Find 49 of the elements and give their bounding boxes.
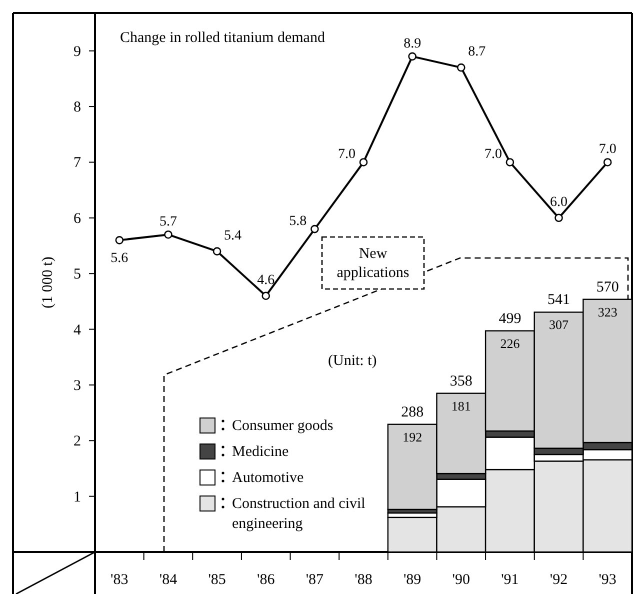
x-tick-label: '89	[403, 572, 422, 588]
data-label: 5.7	[159, 214, 177, 230]
total-label: 499	[498, 310, 522, 327]
data-label: 7.0	[598, 142, 616, 158]
text: Change in rolled titanium demand	[120, 30, 326, 46]
data-label: 181	[451, 398, 471, 414]
data-label: 307	[549, 317, 570, 332]
data-label: 4.6	[257, 272, 275, 288]
x-tick-label: '85	[208, 572, 226, 588]
data-label: 5.4	[224, 228, 242, 244]
x-tick-label: '92	[550, 572, 568, 588]
legend-label: Consumer goods	[232, 418, 334, 434]
y-tick-label: 8	[74, 100, 81, 116]
x-tick-label: '84	[159, 572, 178, 588]
data-label: 192	[402, 429, 422, 444]
data-label: 7.0	[484, 147, 502, 162]
data-label: 323	[598, 304, 618, 320]
x-tick-label: '86	[257, 572, 276, 588]
x-tick-label: '83	[110, 572, 128, 588]
x-tick-label: '88	[354, 572, 372, 588]
x-tick-label: '87	[306, 572, 324, 588]
total-label: 541	[548, 292, 570, 308]
y-tick-label: 2	[74, 434, 81, 450]
data-label: 8.9	[404, 36, 422, 52]
y-tick-label: 3	[74, 378, 81, 394]
data-label: 5.8	[289, 214, 307, 230]
y-axis-title: (1 000 t)	[40, 256, 56, 308]
y-tick-label: 7	[74, 155, 82, 172]
x-tick-label: '93	[598, 572, 616, 588]
total-label: 288	[401, 404, 424, 420]
data-label: 6.0	[550, 194, 568, 210]
x-tick-label: '91	[501, 572, 519, 588]
y-tick-label: 4	[74, 322, 82, 338]
y-tick-label: 9	[74, 44, 81, 60]
y-tick-label: 5	[74, 266, 81, 283]
data-label: 226	[500, 336, 520, 351]
legend-label: Medicine	[232, 444, 289, 460]
total-label: 358	[450, 373, 472, 390]
y-tick-label: 1	[74, 489, 81, 506]
total-label: 570	[596, 279, 619, 296]
legend-label: Construction and civil engineering	[232, 496, 366, 532]
data-label: 8.7	[468, 44, 486, 60]
data-label: 5.6	[110, 251, 128, 266]
y-tick-label: 6	[74, 210, 82, 227]
x-tick-label: '90	[452, 572, 470, 588]
legend-label: Automotive	[232, 470, 304, 486]
annotation: (Unit: t)	[328, 353, 377, 369]
data-label: 7.0	[338, 147, 356, 162]
annotation: New applications	[336, 246, 410, 281]
